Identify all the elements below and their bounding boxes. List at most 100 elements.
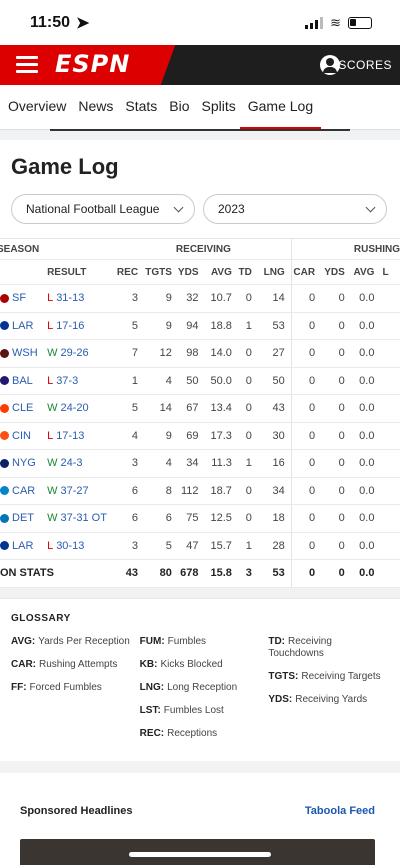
col-result[interactable]: RESULT	[47, 259, 117, 285]
result-cell[interactable]: L 30-13	[47, 532, 117, 560]
menu-icon[interactable]	[16, 56, 38, 77]
stat-tgts: 8	[144, 477, 178, 505]
opponent-cell[interactable]: LAR	[0, 532, 48, 560]
glossary-abbr: KB:	[139, 658, 158, 670]
win-loss-indicator: W	[47, 484, 58, 497]
scores-link[interactable]: SCORES	[338, 58, 392, 72]
glossary-abbr: LNG:	[139, 681, 165, 693]
result-cell[interactable]: L 17-13	[47, 422, 117, 450]
opponent-cell[interactable]: LAR	[0, 312, 48, 340]
table-row[interactable]: NYG W 24-3 3 4 34 11.3 1 16 0 0 0.0	[0, 449, 400, 478]
opponent-cell[interactable]: DET	[0, 504, 48, 533]
col-avg[interactable]: AVG	[204, 259, 238, 285]
table-row[interactable]: LAR L 30-13 3 5 47 15.7 1 28 0 0 0.0	[0, 532, 400, 560]
total-car: 0	[290, 559, 322, 588]
player-tabs: Overview News Stats Bio Splits Game Log	[0, 85, 400, 131]
stat-avg: 15.7	[204, 532, 238, 560]
col-yds[interactable]: YDS	[177, 259, 205, 285]
table-row[interactable]: LAR L 17-16 5 9 94 18.8 1 53 0 0 0.0	[0, 312, 400, 340]
game-score-link[interactable]: 37-31 OT	[60, 512, 107, 525]
total-avg: 15.8	[204, 559, 238, 588]
opponent-cell[interactable]: CLE	[0, 394, 48, 423]
chevron-down-icon	[173, 202, 184, 212]
stat-car: 0	[290, 394, 322, 423]
receiving-group-header: RECEIVING	[116, 238, 292, 260]
result-cell[interactable]: W 24-3	[47, 449, 117, 478]
opponent-cell[interactable]: NYG	[0, 449, 48, 478]
glossary-item: FF: Forced Fumbles	[11, 682, 132, 694]
game-score-link[interactable]: 24-20	[60, 402, 89, 415]
result-cell[interactable]: W 37-31 OT	[47, 504, 117, 533]
stat-rush-lng	[380, 449, 400, 478]
glossary-definition: Receiving Targets	[301, 670, 381, 682]
game-log-table-scroll[interactable]: SEASON RECEIVING RUSHING RESULT REC TGTS…	[0, 238, 400, 588]
col-rush-lng[interactable]: L	[380, 259, 400, 285]
game-score-link[interactable]: 24-3	[60, 457, 83, 470]
opponent-cell[interactable]: WSH	[0, 339, 48, 368]
stat-yds: 94	[177, 312, 205, 340]
glossary-abbr: FF:	[11, 681, 27, 693]
stat-yds: 47	[177, 532, 205, 560]
tab-overview[interactable]: Overview	[8, 97, 67, 114]
col-lng[interactable]: LNG	[257, 259, 292, 285]
game-score-link[interactable]: 17-16	[56, 319, 85, 332]
win-loss-indicator: L	[47, 319, 54, 332]
stat-yds: 98	[177, 339, 205, 368]
team-logo-icon	[0, 513, 9, 523]
stat-lng: 53	[257, 312, 292, 340]
taboola-logo[interactable]: Taboola Feed	[304, 804, 375, 817]
stat-rec: 5	[116, 394, 145, 423]
opponent-cell[interactable]: CAR	[0, 477, 48, 505]
wifi-icon: ≋	[330, 15, 341, 30]
chevron-down-icon	[365, 202, 376, 212]
game-score-link[interactable]: 37-3	[56, 374, 79, 387]
col-tgts[interactable]: TGTS	[144, 259, 178, 285]
account-icon[interactable]	[320, 55, 340, 75]
win-loss-indicator: L	[47, 539, 54, 552]
espn-logo[interactable]: ESPN	[55, 50, 131, 78]
table-row[interactable]: CAR W 37-27 6 8 112 18.7 0 34 0 0 0.0	[0, 477, 400, 505]
result-cell[interactable]: W 37-27	[47, 477, 117, 505]
rushing-group-header: RUSHING	[290, 238, 400, 260]
game-score-link[interactable]: 17-13	[56, 429, 85, 442]
col-rush-avg[interactable]: AVG	[350, 259, 381, 285]
stat-yds: 69	[177, 422, 205, 450]
col-car[interactable]: CAR	[290, 259, 322, 285]
result-cell[interactable]: W 29-26	[47, 339, 117, 368]
game-score-link[interactable]: 31-13	[56, 292, 85, 305]
stat-td: 0	[237, 367, 258, 395]
league-select[interactable]: National Football League	[11, 194, 195, 224]
tab-splits[interactable]: Splits	[201, 97, 236, 114]
result-cell[interactable]: W 24-20	[47, 394, 117, 423]
table-row[interactable]: CLE W 24-20 5 14 67 13.4 0 43 0 0 0.0	[0, 394, 400, 423]
col-rush-yds[interactable]: YDS	[321, 259, 351, 285]
tab-stats[interactable]: Stats	[125, 97, 158, 114]
result-cell[interactable]: L 31-13	[47, 284, 117, 313]
opponent-cell[interactable]: SF	[0, 284, 48, 313]
col-td[interactable]: TD	[237, 259, 258, 285]
col-rec[interactable]: REC	[116, 259, 145, 285]
table-row[interactable]: WSH W 29-26 7 12 98 14.0 0 27 0 0 0.0	[0, 339, 400, 368]
stat-rush-yds: 0	[321, 477, 351, 505]
table-row[interactable]: SF L 31-13 3 9 32 10.7 0 14 0 0 0.0	[0, 284, 400, 313]
game-score-link[interactable]: 37-27	[60, 484, 89, 497]
result-cell[interactable]: L 37-3	[47, 367, 117, 395]
game-score-link[interactable]: 29-26	[60, 347, 89, 360]
table-row[interactable]: CIN L 17-13 4 9 69 17.3 0 30 0 0 0.0	[0, 422, 400, 450]
table-row[interactable]: BAL L 37-3 1 4 50 50.0 0 50 0 0 0.0	[0, 367, 400, 395]
season-select[interactable]: 2023	[203, 194, 387, 224]
result-cell[interactable]: L 17-16	[47, 312, 117, 340]
tab-bio[interactable]: Bio	[169, 97, 190, 114]
opponent-cell[interactable]: BAL	[0, 367, 48, 395]
stat-lng: 34	[257, 477, 292, 505]
sponsored-image[interactable]	[20, 838, 375, 865]
tab-news[interactable]: News	[78, 97, 114, 114]
stat-rush-yds: 0	[321, 394, 351, 423]
tab-game-log[interactable]: Game Log	[239, 85, 322, 130]
espn-header: ESPN SCORES	[0, 45, 400, 85]
opponent-cell[interactable]: CIN	[0, 422, 48, 450]
win-loss-indicator: W	[47, 347, 58, 360]
game-score-link[interactable]: 30-13	[56, 539, 85, 552]
table-row[interactable]: DET W 37-31 OT 6 6 75 12.5 0 18 0 0 0.0	[0, 504, 400, 533]
win-loss-indicator: L	[47, 429, 54, 442]
